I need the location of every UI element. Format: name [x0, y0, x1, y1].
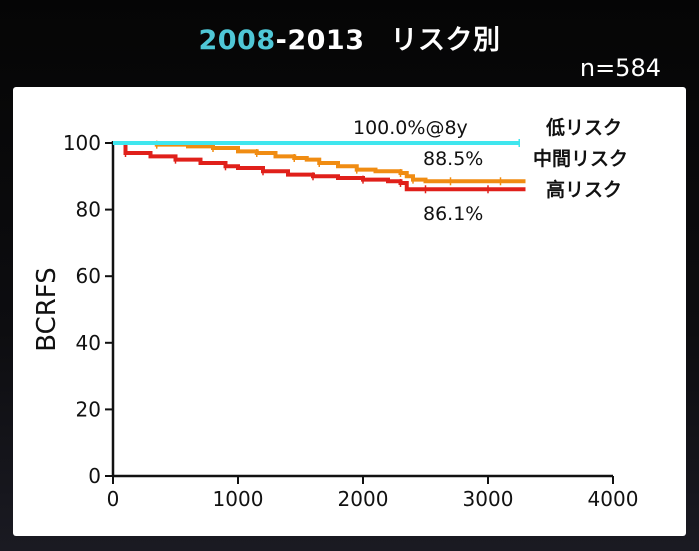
y-tick-label: 0 [88, 464, 101, 488]
title-text: リスク別 [390, 25, 501, 56]
sample-size-label: n=584 [579, 54, 661, 82]
y-tick-label: 20 [76, 397, 101, 421]
y-tick-label: 40 [76, 331, 101, 355]
legend-label-2: 高リスク [546, 178, 622, 201]
x-tick-label: 0 [107, 487, 120, 511]
series-annotation-0: 100.0%@8y [353, 117, 468, 139]
x-tick-label: 1000 [213, 487, 264, 511]
y-tick-label: 60 [76, 264, 101, 288]
y-tick-label: 100 [63, 131, 101, 155]
y-tick-label: 80 [76, 198, 101, 222]
legend-label-1: 中間リスク [533, 147, 628, 170]
slide-title: 2008-2013 リスク別 [0, 18, 699, 57]
title-dash: - [275, 25, 288, 56]
x-tick-label: 3000 [463, 487, 514, 511]
series-annotation-1: 88.5% [423, 148, 483, 170]
title-year-end: 2013 [287, 25, 365, 56]
x-tick-label: 2000 [338, 487, 389, 511]
series-annotation-2: 86.1% [423, 203, 483, 225]
title-year-start: 2008 [198, 25, 276, 56]
x-tick-label: 4000 [588, 487, 639, 511]
chart-panel: 0 20 40 60 80 100 0 1000 2000 3000 4000 BCRFS 100.0%… [13, 87, 686, 536]
legend-label-0: 低リスク [545, 116, 622, 139]
y-axis-label: BCRFS [32, 267, 62, 352]
